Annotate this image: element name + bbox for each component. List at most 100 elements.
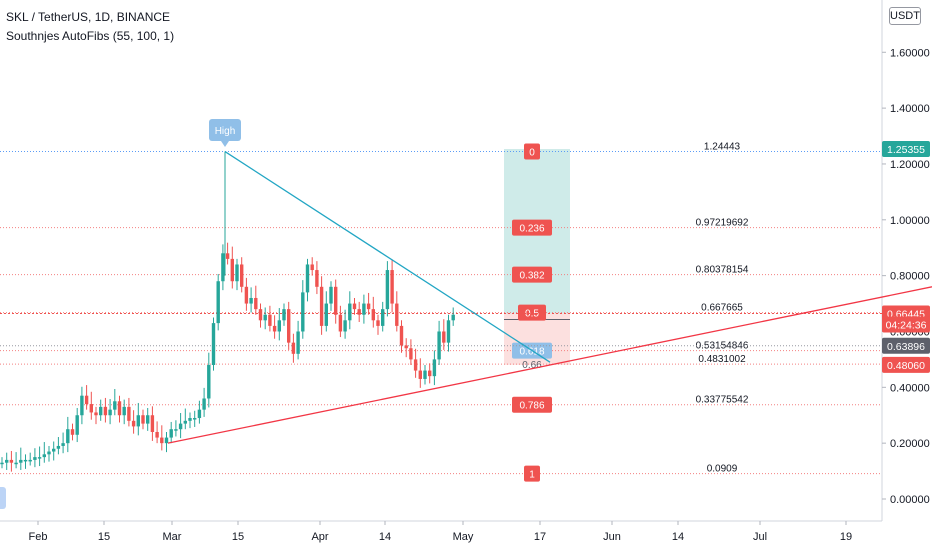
fib-ratio-badge xyxy=(524,465,540,482)
candle-body xyxy=(437,331,441,360)
price-axis-label-bg xyxy=(882,356,930,373)
fib-ratio-badge xyxy=(524,143,540,160)
candle-body xyxy=(315,270,319,287)
candle-body xyxy=(385,270,390,310)
x-tick-label: Apr xyxy=(311,531,328,543)
candle-body xyxy=(329,286,333,304)
candle-body xyxy=(254,297,258,310)
high-marker-pointer xyxy=(221,141,229,147)
candle-body xyxy=(183,420,187,424)
price-axis-label-bg xyxy=(882,337,930,354)
candle-body xyxy=(136,415,140,427)
candle-body xyxy=(47,451,51,455)
price-axis-label-bg xyxy=(882,316,930,333)
candle-body xyxy=(446,320,451,343)
candle-body xyxy=(428,370,432,377)
candle-body xyxy=(343,320,347,332)
y-tick-label: 0.20000 xyxy=(890,438,930,450)
y-tick-label: 1.20000 xyxy=(890,159,930,171)
candle-body xyxy=(193,418,197,420)
candle-body xyxy=(0,462,4,465)
x-tick-label: Feb xyxy=(29,531,48,543)
fib-ratio-label: 0.382 xyxy=(519,271,544,282)
candle-body xyxy=(235,264,239,282)
candle-body xyxy=(404,345,408,349)
candle-body xyxy=(66,429,70,444)
candle-body xyxy=(122,406,126,416)
resistance-trendline xyxy=(224,151,551,363)
candle-body xyxy=(282,309,286,321)
candle-body xyxy=(9,459,14,463)
candle-body xyxy=(319,286,324,326)
candle-body xyxy=(178,423,183,430)
candle-body xyxy=(5,459,9,463)
candle-body xyxy=(244,286,249,304)
candle-body xyxy=(94,412,98,416)
price-axis-label: 1.25355 xyxy=(887,144,925,156)
high-marker xyxy=(209,119,241,141)
price-axis-label: 0.63896 xyxy=(887,341,925,353)
candle-body xyxy=(164,437,169,444)
fib-value-label: 0.667665 xyxy=(701,303,743,314)
high-marker-label: High xyxy=(215,126,236,137)
fib-value-label: 0.97219692 xyxy=(696,218,749,229)
candle-body xyxy=(42,454,46,458)
candle-body xyxy=(277,320,281,332)
currency-button[interactable]: USDT xyxy=(889,7,921,25)
candle-body xyxy=(413,359,418,371)
fib-ratio-label: 0.618 xyxy=(519,347,544,358)
candle-body xyxy=(287,309,291,343)
candle-body xyxy=(352,303,357,310)
candle-body xyxy=(155,431,159,438)
candle-body xyxy=(221,253,225,282)
indicator-title[interactable]: Southnjes AutoFibs (55, 100, 1) xyxy=(6,29,175,43)
fib-value-label: 0.53154846 xyxy=(696,341,749,352)
y-tick-label: 0.00000 xyxy=(890,494,930,506)
candle-body xyxy=(28,459,32,462)
candle-body xyxy=(451,314,455,321)
candle-body xyxy=(108,409,112,416)
candle-body xyxy=(258,309,263,321)
candle-body xyxy=(268,314,272,326)
candle-body xyxy=(362,303,366,315)
x-tick-label: 15 xyxy=(232,531,244,543)
candle-body xyxy=(52,448,56,452)
x-tick-label: 14 xyxy=(672,531,684,543)
candle-body xyxy=(399,325,404,346)
candle-body xyxy=(418,370,422,379)
price-axis-label-bg xyxy=(882,141,930,158)
x-tick-label: 14 xyxy=(379,531,391,543)
price-axis-label: 0.48060 xyxy=(887,360,925,372)
y-tick-label: 0.40000 xyxy=(890,382,930,394)
candle-body xyxy=(395,303,399,326)
candle-body xyxy=(117,401,122,416)
candle-body xyxy=(56,445,61,449)
fib-ratio-label: 0 xyxy=(529,148,535,159)
y-tick-label: 1.00000 xyxy=(890,215,930,227)
candle-body xyxy=(19,459,23,463)
candle-body xyxy=(80,395,84,416)
fib-value-label: 0.33775542 xyxy=(696,395,749,406)
candle-body xyxy=(202,398,206,410)
candle-body xyxy=(338,314,343,332)
candle-body xyxy=(141,415,145,424)
candle-body xyxy=(146,415,150,424)
candle-body xyxy=(409,348,413,360)
candle-body xyxy=(89,404,93,413)
candle-body xyxy=(131,420,136,427)
y-tick-label: 0.80000 xyxy=(890,271,930,283)
collapse-tab[interactable] xyxy=(0,487,6,509)
candle-body xyxy=(37,457,42,459)
x-tick-label: 17 xyxy=(534,531,546,543)
candle-body xyxy=(103,406,108,416)
candle-body xyxy=(230,258,234,282)
candle-body xyxy=(216,281,220,324)
candle-body xyxy=(160,437,164,444)
fib-value-label: 0.4831002 xyxy=(698,354,746,365)
symbol-title: SKL / TetherUS, 1D, BINANCE xyxy=(6,10,171,24)
fib-ratio-badge xyxy=(518,304,546,321)
candle-body xyxy=(310,264,314,271)
candle-body xyxy=(324,303,328,326)
candle-body xyxy=(174,429,178,431)
